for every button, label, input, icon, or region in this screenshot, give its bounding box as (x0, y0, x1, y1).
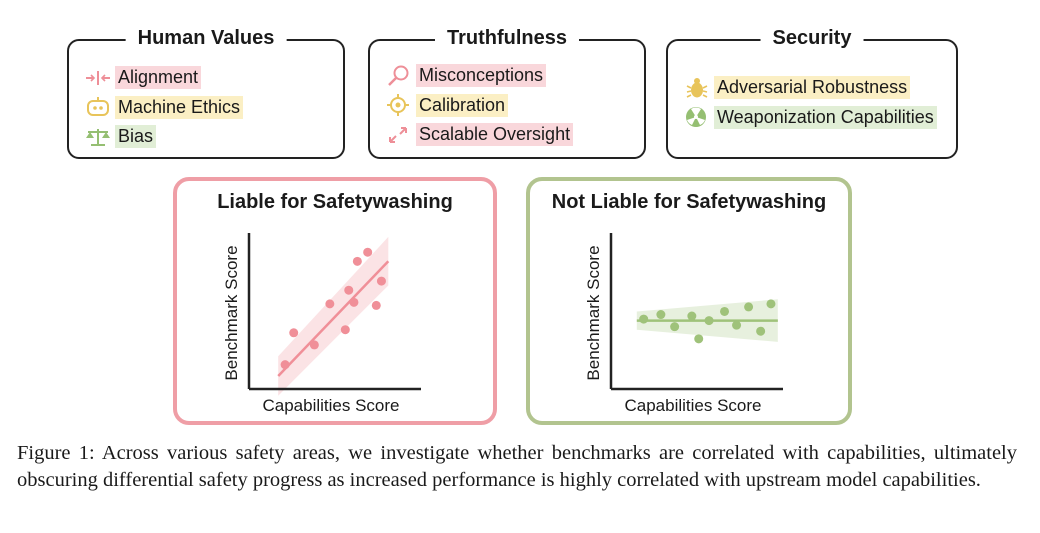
panel-not-liable: Not Liable for Safetywashing Capabilitie… (526, 177, 852, 425)
panel-liable: Liable for Safetywashing Capabilities Sc… (173, 177, 497, 425)
data-point (656, 310, 666, 320)
figure-caption: Figure 1: Across various safety areas, w… (17, 442, 1017, 491)
trend-line (277, 260, 390, 377)
category-box-truthfulness: Truthfulness Misconceptions Calibration … (368, 27, 646, 159)
item-label: Misconceptions (416, 64, 547, 88)
data-point (352, 256, 362, 266)
category-title: Truthfulness (434, 27, 580, 50)
item-label: Machine Ethics (115, 95, 244, 119)
data-point (670, 322, 680, 332)
liable-scatter-plot: Capabilities Score Benchmark Score (222, 233, 421, 415)
data-point (639, 314, 649, 324)
list-item: Calibration (386, 91, 573, 121)
x-axis-label: Capabilities Score (624, 396, 761, 415)
data-point (309, 340, 319, 350)
category-title: Human Values (125, 27, 287, 50)
item-label: Alignment (115, 66, 202, 90)
data-point (687, 311, 697, 321)
not-liable-scatter-plot: Capabilities Score Benchmark Score (584, 233, 783, 415)
data-point (289, 328, 299, 338)
data-point (766, 299, 776, 309)
data-point (704, 316, 714, 326)
item-label: Adversarial Robustness (714, 76, 911, 100)
x-axis-label: Capabilities Score (262, 396, 399, 415)
data-point (720, 306, 730, 316)
data-point (744, 302, 754, 312)
data-point (376, 276, 386, 286)
category-box-security: Security Adversarial Robustness Weaponiz… (666, 27, 958, 159)
expand-arrows-icon (386, 124, 416, 146)
robot-icon (85, 96, 115, 118)
list-item: Weaponization Capabilities (684, 103, 937, 133)
data-point (344, 285, 354, 295)
data-point (349, 297, 359, 307)
category-box-human-values: Human Values Alignment Machine Ethics Bi… (67, 27, 345, 159)
list-item: Alignment (85, 63, 243, 93)
list-item: Misconceptions (386, 61, 573, 91)
data-point (363, 247, 373, 257)
list-item: Bias (85, 122, 243, 152)
list-item: Adversarial Robustness (684, 73, 937, 103)
item-label: Bias (115, 125, 157, 149)
y-axis-label: Benchmark Score (584, 245, 603, 380)
list-item: Scalable Oversight (386, 120, 574, 150)
panel-title: Not Liable for Safetywashing (551, 191, 827, 213)
data-point (340, 325, 350, 335)
list-item: Machine Ethics (85, 93, 244, 123)
data-point (325, 299, 335, 309)
data-point (732, 320, 742, 330)
category-title: Security (760, 27, 864, 50)
panel-title: Liable for Safetywashing (217, 191, 453, 213)
crosshair-icon (386, 94, 416, 117)
y-axis-label: Benchmark Score (222, 245, 241, 380)
item-label: Calibration (416, 93, 509, 117)
item-label: Weaponization Capabilities (714, 105, 937, 129)
radiation-icon (684, 106, 714, 128)
alignment-icon (85, 67, 115, 89)
scales-icon (85, 126, 115, 148)
confidence-band (278, 236, 389, 396)
magnifier-icon (386, 65, 416, 87)
data-point (280, 360, 290, 370)
item-label: Scalable Oversight (416, 123, 574, 147)
data-point (371, 300, 381, 310)
data-point (756, 326, 766, 336)
data-point (694, 334, 704, 344)
bug-icon (684, 77, 714, 99)
